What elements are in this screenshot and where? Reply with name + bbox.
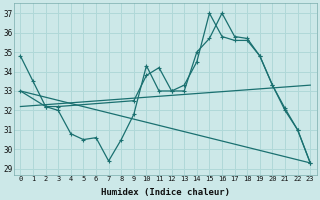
X-axis label: Humidex (Indice chaleur): Humidex (Indice chaleur) xyxy=(101,188,230,197)
